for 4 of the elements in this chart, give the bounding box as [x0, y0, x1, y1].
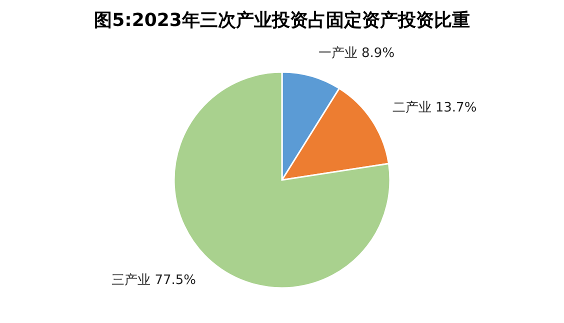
slice-label: 一产业 8.9%	[318, 46, 395, 62]
slice-label: 三产业 77.5%	[112, 273, 196, 288]
slice-label: 二产业 13.7%	[392, 100, 477, 116]
chart-title: 图5:2023年三次产业投资占固定资产投资比重	[94, 10, 470, 31]
